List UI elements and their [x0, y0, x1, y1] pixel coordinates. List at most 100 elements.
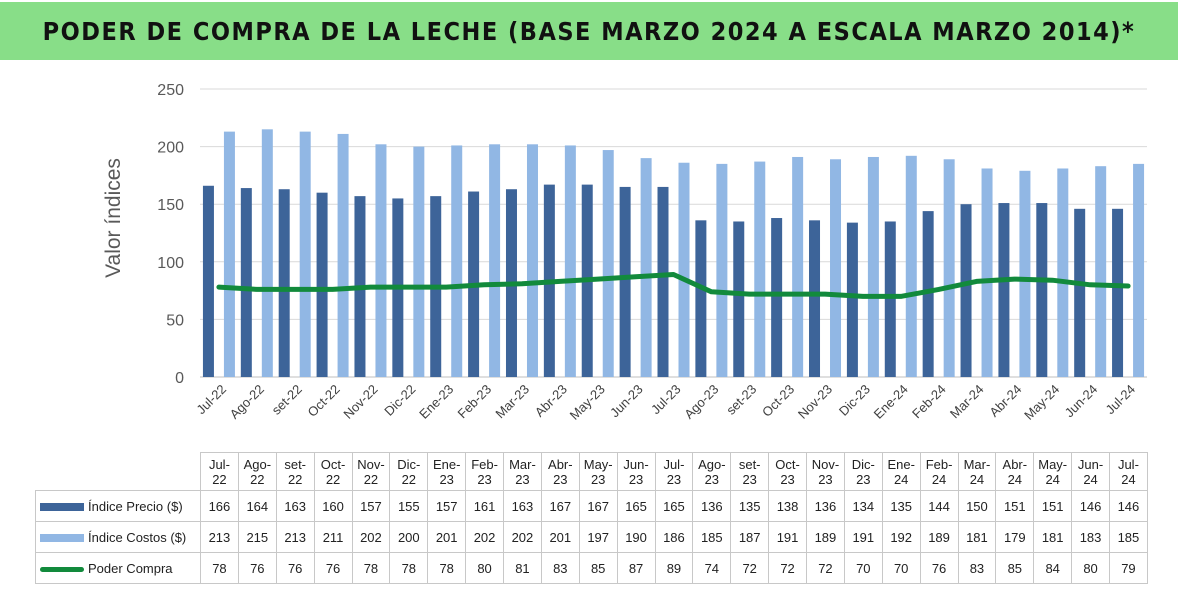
table-header-cell: Jul- 22 [200, 452, 239, 491]
bar-indice-costos [867, 156, 879, 377]
table-value-cell: 155 [389, 490, 429, 522]
y-tick-label: 0 [175, 370, 184, 387]
legend-cell: Índice Precio ($) [35, 490, 201, 522]
table-header-cell: Oct- 23 [768, 452, 807, 491]
legend-cell: Poder Compra [35, 552, 201, 584]
table-value-cell: 78 [351, 552, 391, 584]
table-header-cell: set- 22 [275, 452, 315, 491]
table-header-cell: Feb- 24 [919, 452, 959, 491]
bar-indice-precio [771, 218, 783, 377]
table-value-cell: 83 [957, 552, 997, 584]
bar-indice-costos [1133, 163, 1145, 377]
table-value-cell: 78 [427, 552, 467, 584]
table-value-cell: 83 [540, 552, 580, 584]
x-tick-label: Feb-23 [454, 382, 494, 422]
table-value-cell: 211 [313, 521, 353, 553]
table-value-cell: 76 [919, 552, 959, 584]
bar-indice-precio [278, 189, 290, 377]
legend-cell: Índice Costos ($) [35, 521, 201, 553]
table-value-cell: 181 [957, 521, 997, 553]
bar-indice-costos [526, 144, 538, 377]
legend-label: Poder Compra [88, 560, 173, 576]
bar-indice-costos [981, 168, 993, 377]
table-value-cell: 202 [503, 521, 542, 553]
table-value-cell: 213 [200, 521, 239, 553]
table-value-cell: 163 [275, 490, 315, 522]
table-header-cell: Ago- 22 [237, 452, 277, 491]
bar-indice-costos [754, 161, 766, 377]
x-tick-label: Oct-23 [759, 382, 797, 420]
x-tick-label: Jun-24 [1062, 382, 1101, 421]
table-row: Índice Precio ($) 166 164 163 160 157 155 157 16… [35, 490, 1148, 522]
table-value-cell: 215 [237, 521, 277, 553]
x-tick-label: Mar-23 [492, 382, 532, 422]
bar-indice-precio [884, 221, 896, 377]
table-header-cell: Abr- 23 [540, 452, 580, 491]
table-value-cell: 160 [313, 490, 353, 522]
x-tick-label: Dic-22 [381, 382, 418, 419]
y-axis-label: Valor índices [102, 158, 125, 278]
table-value-cell: 187 [730, 521, 770, 553]
table-header-cell: Mar- 24 [957, 452, 997, 491]
table-value-cell: 164 [237, 490, 277, 522]
table-value-cell: 78 [200, 552, 239, 584]
chart-canvas: 0 50 100 150 200 250 Valor índices Jul-22Ago-22… [102, 82, 1147, 423]
bar-indice-costos [451, 145, 463, 377]
table-value-cell: 72 [730, 552, 770, 584]
bar-indice-precio [922, 211, 934, 377]
table-header-cell: May- 24 [1033, 452, 1073, 491]
table-value-cell: 76 [275, 552, 315, 584]
x-tick-label: Ene-24 [871, 382, 911, 422]
table-value-cell: 76 [237, 552, 277, 584]
x-tick-label: Jul-22 [193, 382, 229, 418]
bar-indice-precio [619, 186, 631, 377]
table-value-cell: 84 [1033, 552, 1073, 584]
x-tick-label: Nov-23 [795, 382, 835, 422]
table-header-cell: Jul- 23 [654, 452, 694, 491]
bar-indice-precio [1074, 208, 1086, 377]
chart-title: PODER DE COMPRA DE LA LECHE (BASE MARZO … [42, 16, 1136, 46]
bar-indice-costos [602, 150, 614, 377]
table-value-cell: 190 [616, 521, 656, 553]
x-tick-label: Dic-23 [836, 382, 873, 419]
table-value-cell: 134 [843, 490, 883, 522]
bar-indice-precio [960, 204, 972, 377]
table-value-cell: 201 [427, 521, 467, 553]
y-tick-label: 100 [157, 255, 184, 272]
table-value-cell: 151 [1033, 490, 1073, 522]
table-value-cell: 185 [1109, 521, 1148, 553]
x-tick-label: May-23 [567, 382, 608, 423]
x-tick-label: Oct-22 [305, 382, 343, 420]
table-value-cell: 157 [351, 490, 391, 522]
table-value-cell: 200 [389, 521, 429, 553]
table-header-cell: Jul- 24 [1109, 452, 1148, 491]
bar-indice-costos [1057, 168, 1069, 377]
bar-indice-precio [695, 220, 707, 377]
bar-indice-costos [943, 159, 955, 377]
bar-indice-precio [998, 203, 1010, 377]
table-value-cell: 166 [200, 490, 239, 522]
bar-indice-costos [489, 144, 501, 377]
table-value-cell: 146 [1071, 490, 1110, 522]
bar-indice-costos [716, 163, 728, 377]
x-tick-label: Ene-23 [416, 382, 456, 422]
x-tick-label: Jun-23 [607, 382, 646, 421]
table-value-cell: 78 [389, 552, 429, 584]
line-poder-compra [216, 272, 1131, 299]
table-value-cell: 163 [503, 490, 542, 522]
x-tick-label: Feb-24 [909, 382, 949, 422]
bar-indice-costos [375, 144, 387, 377]
y-tick-label: 150 [157, 197, 184, 214]
bar-indice-costos [792, 156, 804, 377]
bar-indice-costos [261, 129, 273, 377]
table-value-cell: 138 [768, 490, 807, 522]
table-header-cell: Jun- 23 [616, 452, 656, 491]
data-table: Jul- 22 Ago- 22 set- 22 Oct- 22 Nov- 22 Dic- 22 Ene-… [35, 452, 1148, 584]
table-header-cell: Ago- 23 [692, 452, 732, 491]
table-value-cell: 72 [768, 552, 807, 584]
x-tick-label: set-23 [723, 382, 759, 418]
table-header-cell: Dic- 23 [843, 452, 883, 491]
y-tick-label: 250 [157, 82, 184, 99]
table-value-cell: 146 [1109, 490, 1148, 522]
bar-indice-precio [733, 221, 745, 377]
